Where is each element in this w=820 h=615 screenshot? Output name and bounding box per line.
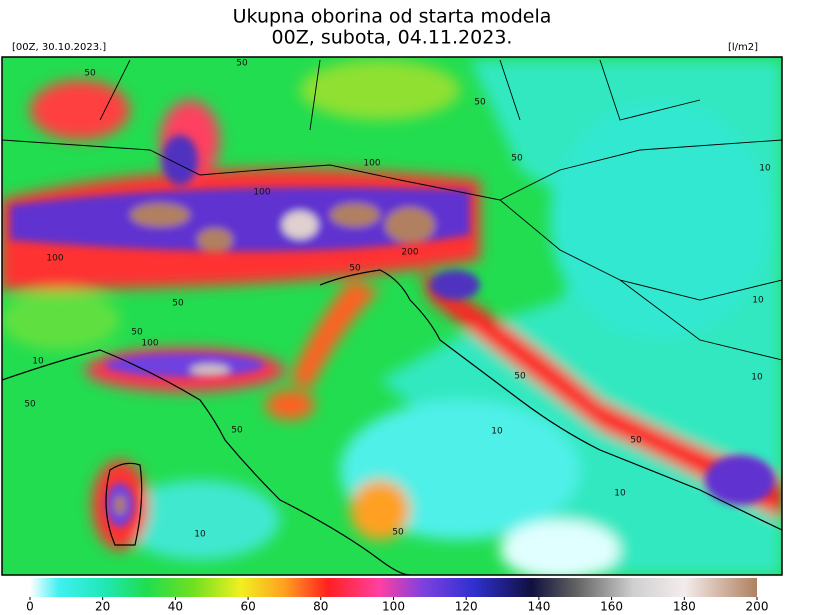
title-line: Ukupna oborina od starta modela: [233, 6, 552, 28]
map-frame: [1, 56, 783, 576]
contour-label: 50: [349, 264, 361, 274]
contour-label: 10: [194, 530, 206, 540]
contour-label: 200: [401, 248, 418, 258]
contour-label: 50: [172, 299, 184, 309]
contour-label: 50: [630, 436, 642, 446]
title-line: 00Z, subota, 04.11.2023.: [272, 27, 513, 49]
colorbar-tick-label: 20: [95, 600, 110, 614]
unit-label: [l/m2]: [728, 42, 758, 53]
contour-label: 50: [474, 98, 486, 108]
contour-label: 50: [236, 59, 248, 69]
contour-label: 50: [24, 400, 36, 410]
contour-label: 50: [514, 372, 526, 382]
contour-label: 100: [363, 159, 380, 169]
contour-label: 100: [141, 339, 158, 349]
contour-label: 50: [392, 528, 404, 538]
run-label: [00Z, 30.10.2023.]: [12, 42, 106, 53]
contour-label: 50: [231, 426, 243, 436]
contour-label: 100: [46, 254, 63, 264]
coastlines: [2, 59, 782, 575]
contour-label: 10: [614, 489, 626, 499]
colorbar: [30, 578, 757, 597]
contour-label: 50: [511, 154, 523, 164]
colorbar-tick-label: 180: [673, 600, 696, 614]
colorbar-tick-label: 80: [313, 600, 328, 614]
contour-label: 10: [752, 296, 764, 306]
colorbar-tick-label: 160: [600, 600, 623, 614]
colorbar-tick-label: 100: [382, 600, 405, 614]
contour-label: 10: [751, 373, 763, 383]
contour-label: 10: [32, 357, 44, 367]
colorbar-tick-label: 40: [168, 600, 183, 614]
contour-label: 50: [131, 328, 143, 338]
contour-label: 50: [84, 69, 96, 79]
contour-label: 100: [253, 188, 270, 198]
colorbar-tick-label: 60: [240, 600, 255, 614]
colorbar-tick-label: 200: [746, 600, 769, 614]
colorbar-tick-label: 120: [455, 600, 478, 614]
precip-field: [2, 57, 782, 575]
colorbar-tick-label: 140: [527, 600, 550, 614]
contour-label: 10: [491, 427, 503, 437]
colorbar-tick-label: 0: [26, 600, 34, 614]
contour-label: 10: [759, 164, 771, 174]
